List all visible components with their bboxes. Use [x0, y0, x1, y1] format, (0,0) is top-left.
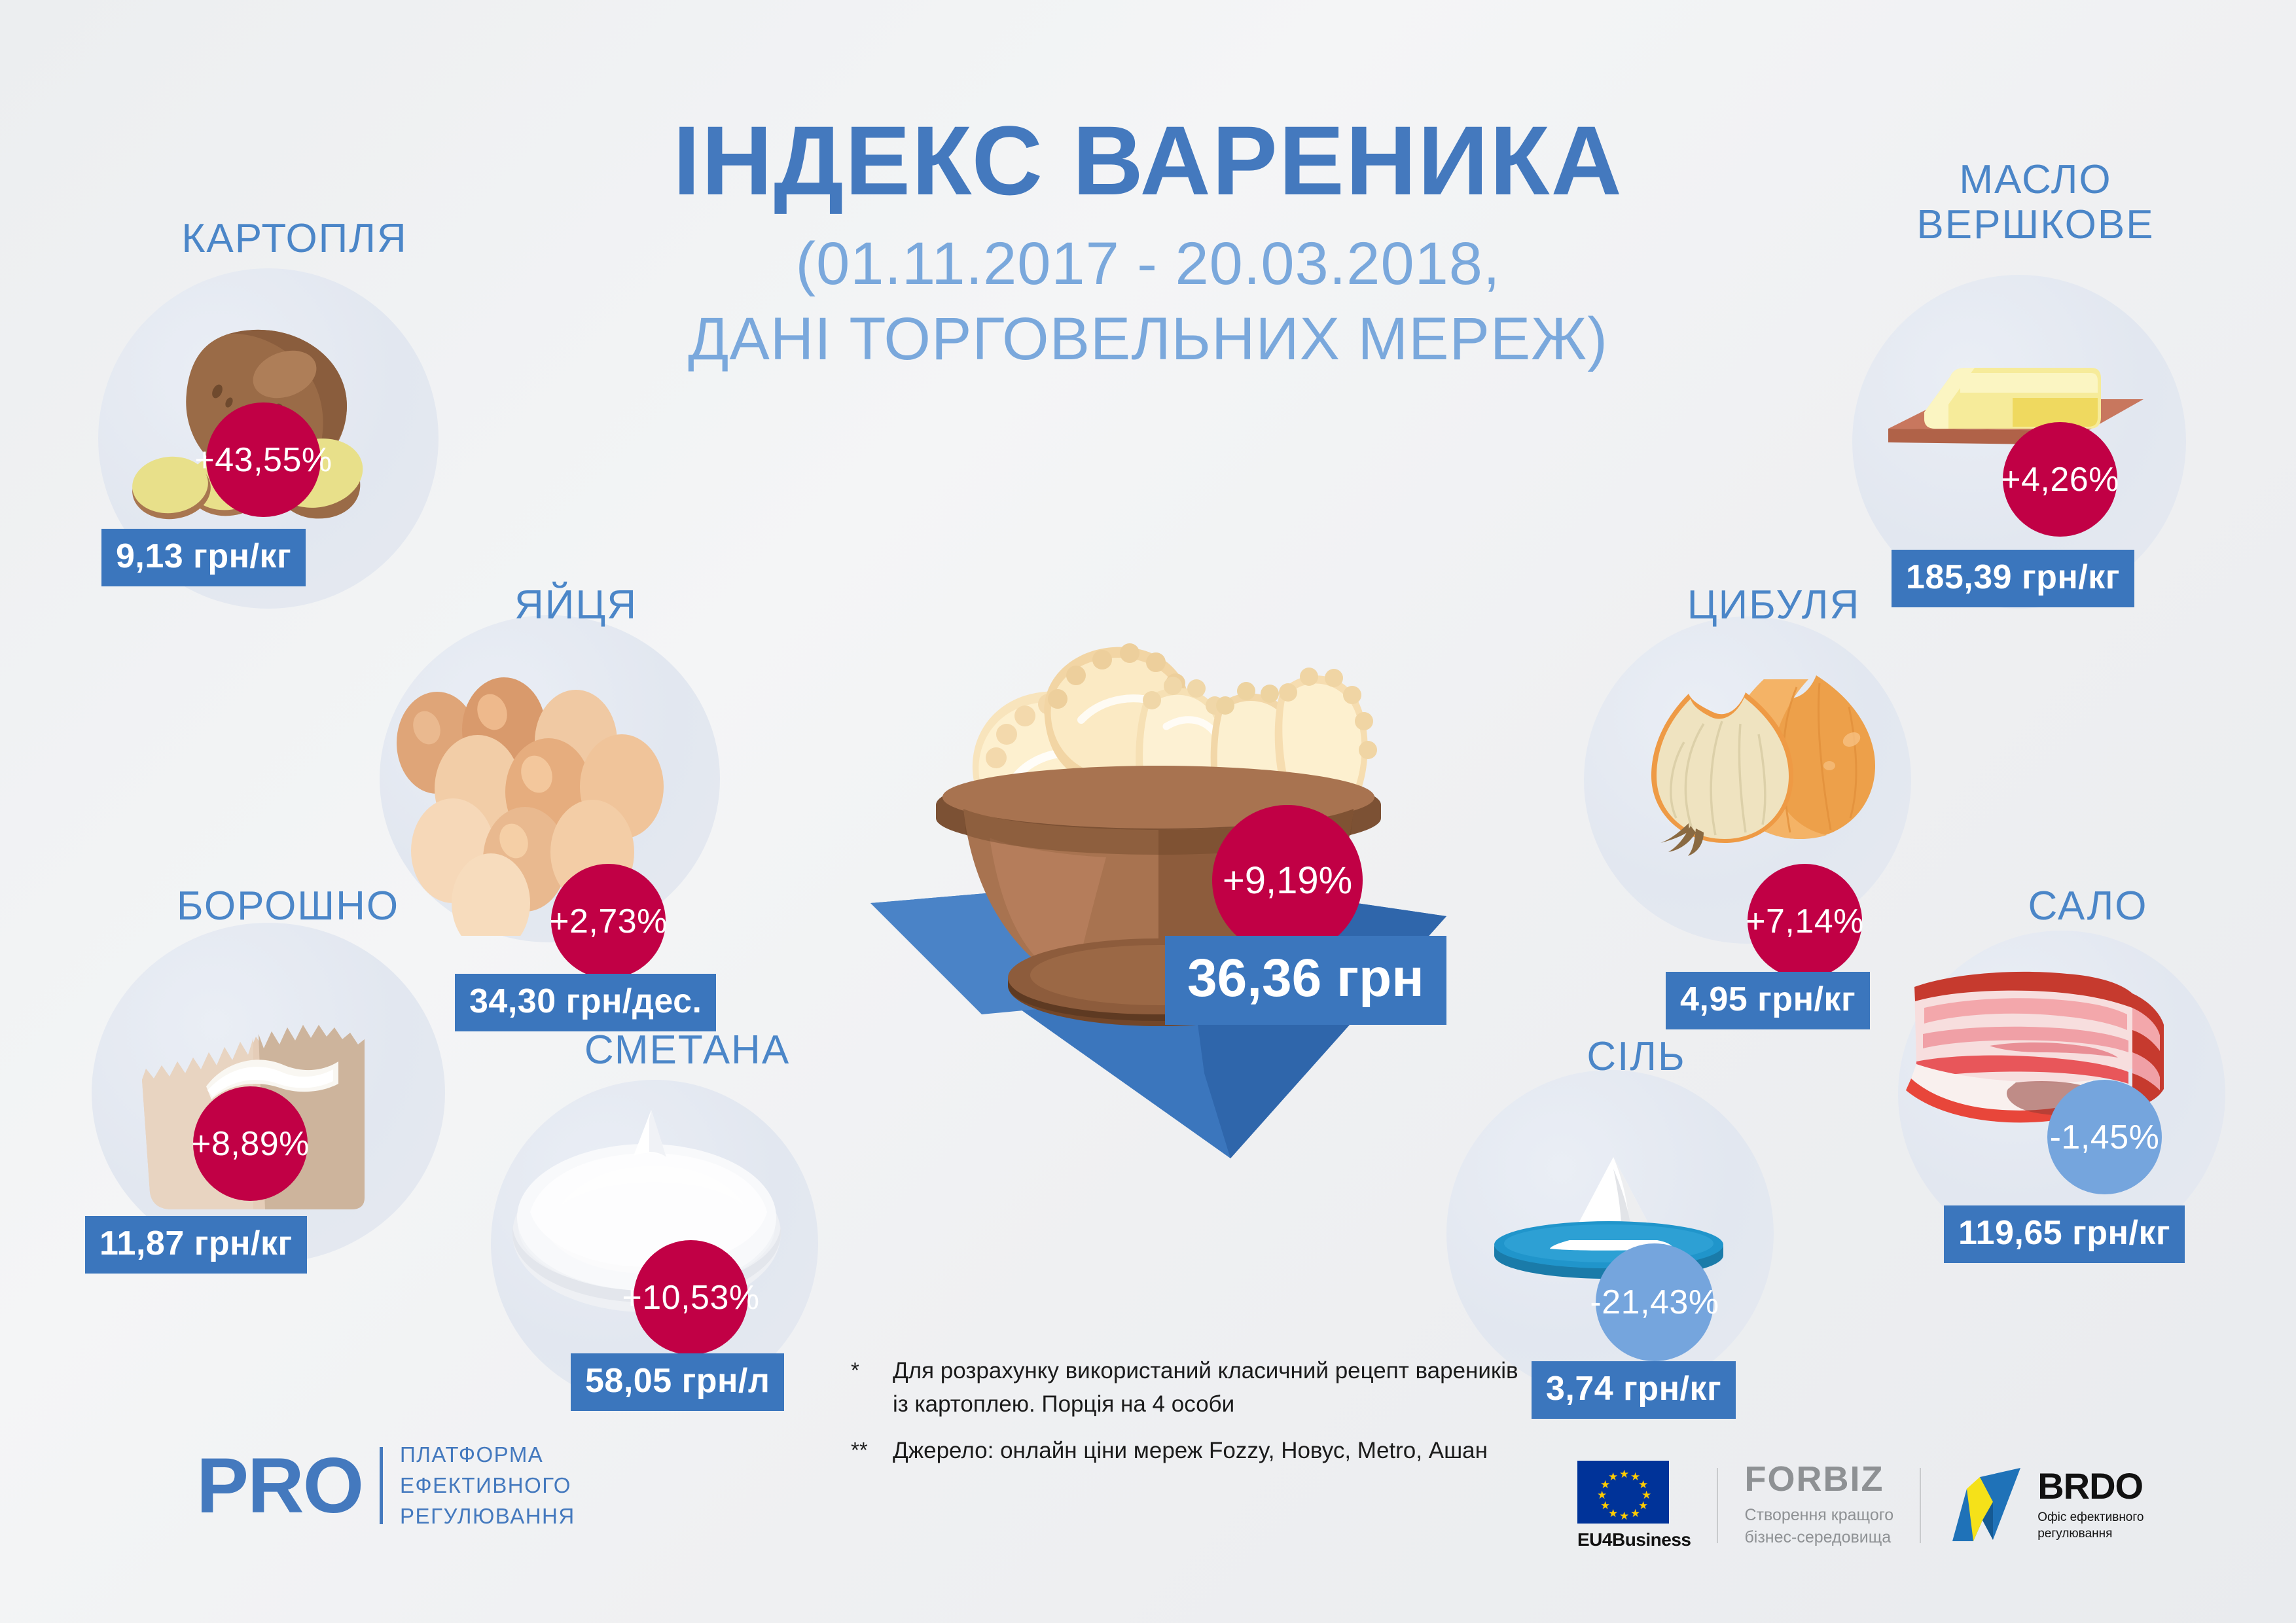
item-label-flour: БОРОШНО: [176, 883, 400, 929]
lard-icon: [1906, 971, 2164, 1123]
pro-tagline-line-1: ПЛАТФОРМА: [400, 1442, 544, 1467]
eu4business-logo: ★ ★ ★ ★ ★ ★ ★ ★ ★ ★ ★ ★ EU4Business: [1577, 1460, 1691, 1550]
item-flour: БОРОШНО +8,89% 11,87 грн/кг: [79, 883, 497, 1276]
change-badge-onion: +7,14%: [1746, 864, 1863, 978]
item-sour-cream: СМЕТАНА +10,53% 58,05 грн/л: [478, 1027, 897, 1427]
price-label-flour: 11,87 грн/кг: [85, 1216, 307, 1274]
page-title: ІНДЕКС ВАРЕНИКА: [673, 105, 1623, 215]
change-badge-salt: -21,43%: [1590, 1243, 1719, 1361]
eu-flag-icon: ★ ★ ★ ★ ★ ★ ★ ★ ★ ★ ★ ★: [1577, 1460, 1669, 1524]
page-subtitle: (01.11.2017 - 20.03.2018, ДАНІ ТОРГОВЕЛЬ…: [493, 226, 1803, 377]
price-label-lard: 119,65 грн/кг: [1944, 1205, 2185, 1263]
brdo-tagline-line-1: Офіс ефективного: [2037, 1510, 2144, 1525]
item-label-salt: СІЛЬ: [1587, 1034, 1686, 1079]
forbiz-wordmark: FORBIZ: [1744, 1459, 1884, 1499]
title-block: ІНДЕКС ВАРЕНИКА (01.11.2017 - 20.03.2018…: [493, 111, 1803, 377]
price-label-potato: 9,13 грн/кг: [101, 529, 306, 586]
footnote-text: Для розрахунку використаний класичний ре…: [893, 1358, 1518, 1417]
item-salt: СІЛЬ -21,43% 3,74 грн/кг: [1427, 1021, 1846, 1427]
price-label-onion: 4,95 грн/кг: [1666, 972, 1871, 1029]
price-label-total: 36,36 грн: [1165, 936, 1446, 1025]
logo-divider: [1920, 1467, 1922, 1543]
footnote-text: Джерело: онлайн ціни мереж Fozzy, Новус,…: [893, 1437, 1488, 1463]
item-label-eggs: ЯЙЦЯ: [514, 582, 637, 628]
price-label-eggs: 34,30 грн/дес.: [455, 974, 717, 1031]
pro-tagline-line-3: РЕГУЛЮВАННЯ: [400, 1503, 575, 1528]
footnote-row: ** Джерело: онлайн ціни мереж Fozzy, Нов…: [851, 1435, 1518, 1468]
butter-icon: [1888, 368, 2144, 445]
eggs-icon: [397, 677, 664, 936]
item-lard: САЛО -1,45% 119,65 грн/кг: [1885, 883, 2291, 1276]
item-label-onion: ЦИБУЛЯ: [1687, 582, 1861, 628]
subtitle-line-1: (01.11.2017 - 20.03.2018,: [795, 230, 1501, 297]
eu4business-label: EU4Business: [1577, 1529, 1691, 1550]
change-badge-flour: +8,89%: [191, 1086, 309, 1201]
pro-tagline-line-2: ЕФЕКТИВНОГО: [400, 1472, 571, 1497]
brdo-wordmark: BRDO: [2037, 1465, 2144, 1507]
partner-logos: ★ ★ ★ ★ ★ ★ ★ ★ ★ ★ ★ ★ EU4Business FORB…: [1577, 1443, 2144, 1567]
pro-wordmark: PRO: [196, 1442, 364, 1530]
item-potato: КАРТОПЛЯ +43,55% 9,13 грн/кг: [85, 216, 504, 609]
logo-divider: [1717, 1467, 1719, 1543]
center-varenyky-group: +9,19% 36,36 грн: [772, 458, 1558, 1230]
price-label-sour-cream: 58,05 грн/л: [571, 1353, 785, 1411]
change-badge-lard: -1,45%: [2047, 1080, 2162, 1194]
footnote-row: * Для розрахунку використаний класичний …: [851, 1355, 1518, 1421]
footnote-marker: *: [851, 1358, 859, 1382]
pro-logo: PRO ПЛАТФОРМА ЕФЕКТИВНОГО РЕГУЛЮВАННЯ: [196, 1440, 575, 1532]
subtitle-line-2: ДАНІ ТОРГОВЕЛЬНИХ МЕРЕЖ): [688, 306, 1608, 372]
brdo-logo: BRDO Офіс ефективного регулювання: [1947, 1463, 2144, 1548]
forbiz-logo: FORBIZ Створення кращого бізнес-середови…: [1744, 1461, 1893, 1549]
forbiz-tagline: Створення кращого бізнес-середовища: [1744, 1505, 1893, 1549]
change-badge-eggs: +2,73%: [549, 864, 667, 978]
price-label-butter: 185,39 грн/кг: [1892, 550, 2134, 607]
item-eggs: ЯЙЦЯ +2,73% 34,30 грн/дес.: [373, 576, 779, 1031]
item-label-butter: МАСЛО ВЕРШКОВЕ: [1916, 157, 2155, 248]
brdo-tagline-line-2: регулювання: [2037, 1527, 2113, 1541]
onion-icon: [1651, 675, 1875, 856]
change-badge-total: +9,19%: [1212, 805, 1363, 955]
item-label-sour-cream: СМЕТАНА: [584, 1027, 791, 1073]
pro-tagline: ПЛАТФОРМА ЕФЕКТИВНОГО РЕГУЛЮВАННЯ: [400, 1440, 575, 1532]
price-label-salt: 3,74 грн/кг: [1532, 1361, 1736, 1419]
change-badge-sour-cream: +10,53%: [622, 1240, 759, 1355]
footnote-marker: **: [851, 1437, 868, 1462]
logo-divider: [380, 1447, 384, 1525]
change-badge-potato: +43,55%: [194, 402, 332, 517]
change-badge-butter: +4,26%: [2001, 422, 2119, 537]
item-onion: ЦИБУЛЯ +7,14% 4,95: [1571, 576, 1977, 1029]
footnotes: * Для розрахунку використаний класичний …: [851, 1355, 1518, 1480]
forbiz-tagline-line-2: бізнес-середовища: [1744, 1528, 1892, 1546]
item-butter: МАСЛО ВЕРШКОВЕ +4,26% 185,39 грн/кг: [1826, 157, 2245, 609]
brdo-tagline: Офіс ефективного регулювання: [2037, 1510, 2144, 1542]
brdo-mark-icon: [1952, 1468, 2021, 1541]
item-label-lard: САЛО: [2028, 883, 2148, 929]
item-label-potato: КАРТОПЛЯ: [181, 216, 408, 261]
forbiz-tagline-line-1: Створення кращого: [1744, 1506, 1894, 1525]
